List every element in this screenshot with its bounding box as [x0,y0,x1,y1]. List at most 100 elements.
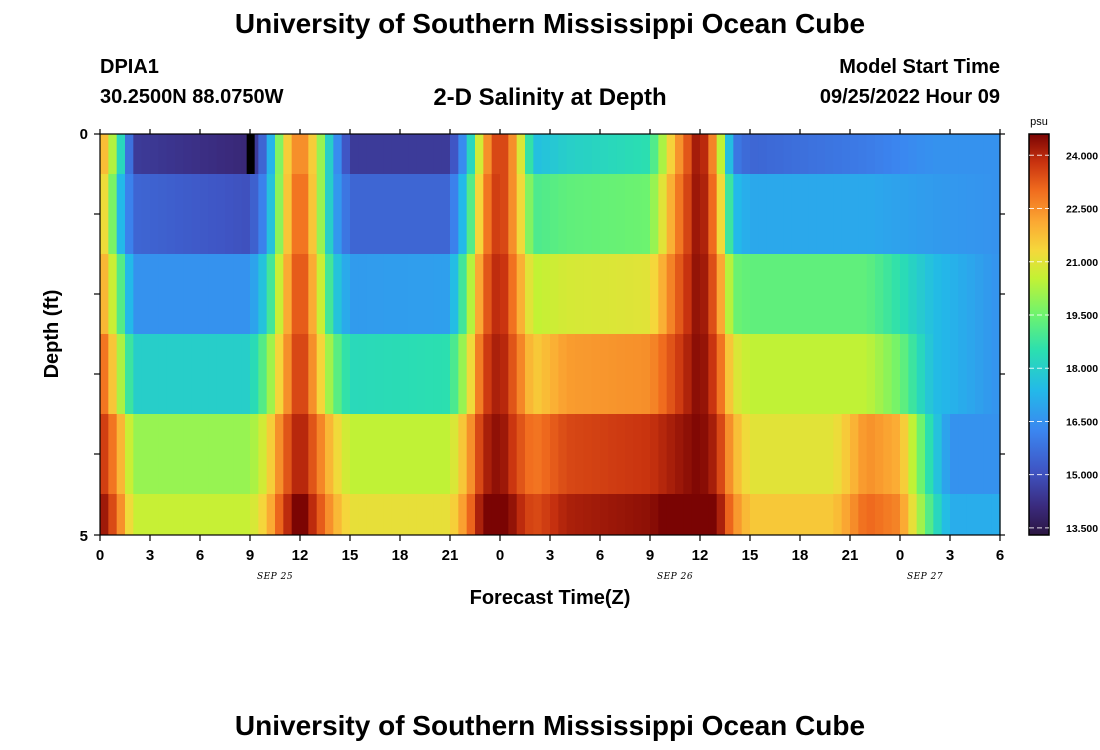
heatmap-cell [650,134,659,174]
heatmap-cell [925,174,934,254]
heatmap-cell [350,334,359,414]
heatmap-cell [541,134,551,174]
heatmap-cell [208,254,218,334]
heatmap-cell [833,494,843,535]
heatmap-cell [258,134,268,174]
heatmap-cell [200,254,209,334]
heatmap-cell [358,414,368,494]
heatmap-cell [850,414,859,494]
heatmap-cell [475,334,484,414]
model-start-value: 09/25/2022 Hour 09 [819,86,1000,108]
x-tick-label: 9 [646,547,654,564]
heatmap-cell [241,174,251,254]
heatmap-cell [866,174,876,254]
heatmap-cell [741,134,751,174]
heatmap-cell [658,494,668,535]
heatmap-cell [175,334,184,414]
heatmap-cell [200,414,209,494]
heatmap-cell [691,414,701,494]
heatmap-cell [991,174,1001,254]
heatmap-cell [500,134,509,174]
heatmap-cell [775,254,784,334]
heatmap-cell [883,254,893,334]
colorbar-tick-label: 19.500 [1066,310,1098,322]
heatmap-cell [583,134,593,174]
x-tick-label: 3 [946,547,954,564]
heatmap-cell [533,174,543,254]
heatmap-cell [125,254,134,334]
heatmap-cell [791,334,801,414]
heatmap-cell [233,254,243,334]
heatmap-cell [183,414,193,494]
heatmap-cell [358,174,368,254]
heatmap-cell [325,174,334,254]
heatmap-cell [758,494,768,535]
heatmap-cell [375,254,384,334]
x-tick-label: 21 [442,547,459,564]
heatmap-cell [508,334,518,414]
heatmap-cell [466,134,476,174]
heatmap-cell [308,134,318,174]
x-tick-label: 15 [342,547,359,564]
heatmap-cell [725,414,734,494]
x-tick-label: 6 [596,547,604,564]
heatmap-cell [450,494,459,535]
heatmap-cell [425,134,434,174]
heatmap-cell [975,174,984,254]
heatmap-cell [341,134,351,174]
heatmap-cell [458,174,468,254]
heatmap-cell [691,254,701,334]
heatmap-cell [716,134,726,174]
heatmap-cell [908,494,918,535]
heatmap-cell [275,174,284,254]
heatmap-cell [308,414,318,494]
heatmap-cell [825,494,834,535]
heatmap-cell [933,494,943,535]
heatmap-cell [166,254,176,334]
heatmap-cell [958,174,968,254]
heatmap-cell [266,174,276,254]
heatmap-cell [550,494,559,535]
heatmap-cell [675,254,684,334]
heatmap-cell [883,334,893,414]
heatmap-cell [425,334,434,414]
heatmap-cell [983,134,993,174]
heatmap-cell [666,254,676,334]
heatmap-cell [183,334,193,414]
y-tick-label: 5 [80,528,88,545]
heatmap-cell [100,414,109,494]
heatmap-cell [375,494,384,535]
heatmap-cell [583,254,593,334]
heatmap-cell [466,254,476,334]
colorbar: psu 13.500 15.000 16.500 18.000 19.500 21.000 2… [1028,116,1098,536]
heatmap-cell [258,254,268,334]
heatmap-cell [508,414,518,494]
heatmap-cell [691,334,701,414]
heatmap-cell [758,334,768,414]
heatmap-cell [616,174,626,254]
heatmap-cell [250,414,259,494]
heatmap-cell [316,134,326,174]
heatmap-cell [800,254,809,334]
heatmap-cell [841,334,851,414]
heatmap-cell [825,254,834,334]
heatmap-cell [733,174,743,254]
x-tick-label: 12 [292,547,309,564]
heatmap-cell [366,414,376,494]
heatmap-cell [141,494,151,535]
heatmap-cell [825,334,834,414]
heatmap-cell [808,134,818,174]
heatmap-cell [766,134,776,174]
heatmap-cell [716,494,726,535]
heatmap-cell [800,494,809,535]
heatmap-cell [516,174,526,254]
heatmap-cell [191,134,201,174]
heatmap-cell [341,174,351,254]
heatmap-cell [883,174,893,254]
heatmap-cell [475,254,484,334]
heatmap-cell [375,134,384,174]
heatmap-cell [833,134,843,174]
heatmap-cells [100,134,1001,535]
heatmap-cell [591,334,601,414]
heatmap-cell [416,334,426,414]
